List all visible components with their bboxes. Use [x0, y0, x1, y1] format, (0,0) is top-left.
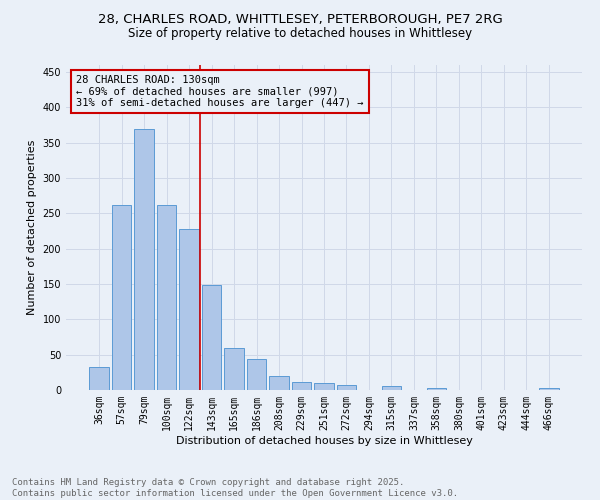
- Bar: [269, 376, 289, 390]
- Text: Contains HM Land Registry data © Crown copyright and database right 2025.
Contai: Contains HM Land Registry data © Crown c…: [12, 478, 458, 498]
- X-axis label: Distribution of detached houses by size in Whittlesey: Distribution of detached houses by size …: [176, 436, 472, 446]
- Text: Size of property relative to detached houses in Whittlesey: Size of property relative to detached ho…: [128, 28, 472, 40]
- Bar: [202, 286, 221, 390]
- Bar: [292, 382, 311, 390]
- Bar: [134, 128, 154, 390]
- Bar: [337, 385, 356, 390]
- Bar: [157, 205, 176, 390]
- Bar: [314, 383, 334, 390]
- Y-axis label: Number of detached properties: Number of detached properties: [27, 140, 37, 315]
- Bar: [247, 359, 266, 390]
- Bar: [224, 348, 244, 390]
- Bar: [179, 229, 199, 390]
- Bar: [89, 366, 109, 390]
- Bar: [539, 388, 559, 390]
- Bar: [427, 388, 446, 390]
- Text: 28, CHARLES ROAD, WHITTLESEY, PETERBOROUGH, PE7 2RG: 28, CHARLES ROAD, WHITTLESEY, PETERBOROU…: [98, 12, 502, 26]
- Bar: [382, 386, 401, 390]
- Bar: [112, 205, 131, 390]
- Text: 28 CHARLES ROAD: 130sqm
← 69% of detached houses are smaller (997)
31% of semi-d: 28 CHARLES ROAD: 130sqm ← 69% of detache…: [76, 74, 364, 108]
